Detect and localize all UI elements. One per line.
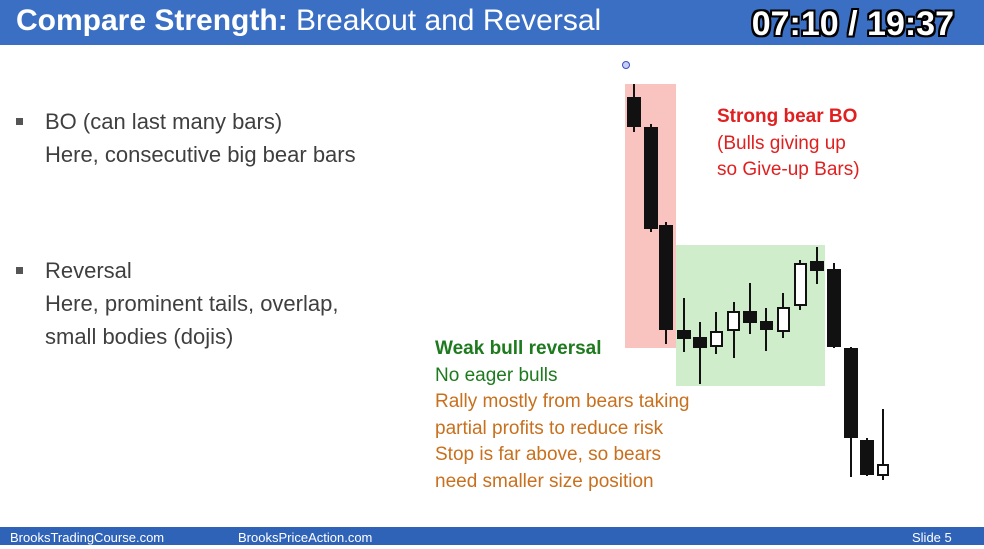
slide-title: Compare Strength: Breakout and Reversal <box>16 2 601 40</box>
slide-title-rest: Breakout and Reversal <box>296 4 602 37</box>
bear-candle <box>810 261 824 271</box>
bull-annotation-line: Rally mostly from bears taking <box>435 391 690 412</box>
bull-candle <box>877 464 889 476</box>
bear-annotation: Strong bear BO (Bulls giving up so Give-… <box>717 104 860 184</box>
bull-annotation-line: Stop is far above, so bears <box>435 444 662 465</box>
bullet-reversal: Reversal Here, prominent tails, overlap,… <box>16 254 338 353</box>
bear-annotation-line: so Give-up Bars) <box>717 159 860 180</box>
bullet-square-icon <box>16 267 23 274</box>
footer-left-link: BrooksTradingCourse.com <box>10 530 165 545</box>
bullet-line: small bodies (dojis) <box>45 324 234 349</box>
bull-annotation-line: need smaller size position <box>435 470 654 492</box>
bullet-line: Here, consecutive big bear bars <box>45 142 356 167</box>
bull-candle <box>727 311 740 331</box>
bull-candle <box>794 263 807 306</box>
bear-candle <box>693 337 707 348</box>
footer-middle-link: BrooksPriceAction.com <box>238 530 373 545</box>
candles <box>627 84 889 480</box>
bullet-line: Here, prominent tails, overlap, <box>45 291 339 316</box>
bear-candle <box>827 269 841 347</box>
bull-annotation: Weak bull reversal No eager bulls Rally … <box>435 336 689 495</box>
bear-annotation-title: Strong bear BO <box>717 106 858 127</box>
bear-annotation-line: (Bulls giving up <box>717 132 846 154</box>
bear-candle <box>677 330 691 339</box>
bear-candle <box>627 97 641 127</box>
bear-candle <box>743 311 757 323</box>
bull-annotation-line: No eager bulls <box>435 364 558 386</box>
slide-title-bold: Compare Strength: <box>16 4 288 37</box>
bullet-square-icon <box>16 118 23 125</box>
bear-candle <box>760 321 773 330</box>
slide-number: Slide 5 <box>912 530 952 545</box>
bear-candle <box>644 127 658 229</box>
bear-candle <box>860 440 874 475</box>
bullet-line: Reversal <box>45 258 132 283</box>
bullet-breakout: BO (can last many bars) Here, consecutiv… <box>16 105 356 171</box>
bullet-line: BO (can last many bars) <box>45 109 283 134</box>
slide-footer: BrooksTradingCourse.com BrooksPriceActio… <box>0 527 984 545</box>
video-timer: 07:10 / 19:37 <box>751 5 954 43</box>
bear-candle <box>659 225 673 330</box>
bull-candle <box>777 307 790 332</box>
bull-annotation-title: Weak bull reversal <box>435 338 602 359</box>
mouse-cursor-icon <box>622 61 630 69</box>
slide-header: Compare Strength: Breakout and Reversal … <box>0 0 984 45</box>
bull-annotation-line: partial profits to reduce risk <box>435 417 664 439</box>
bull-candle <box>710 331 723 347</box>
bear-candle <box>844 348 858 438</box>
